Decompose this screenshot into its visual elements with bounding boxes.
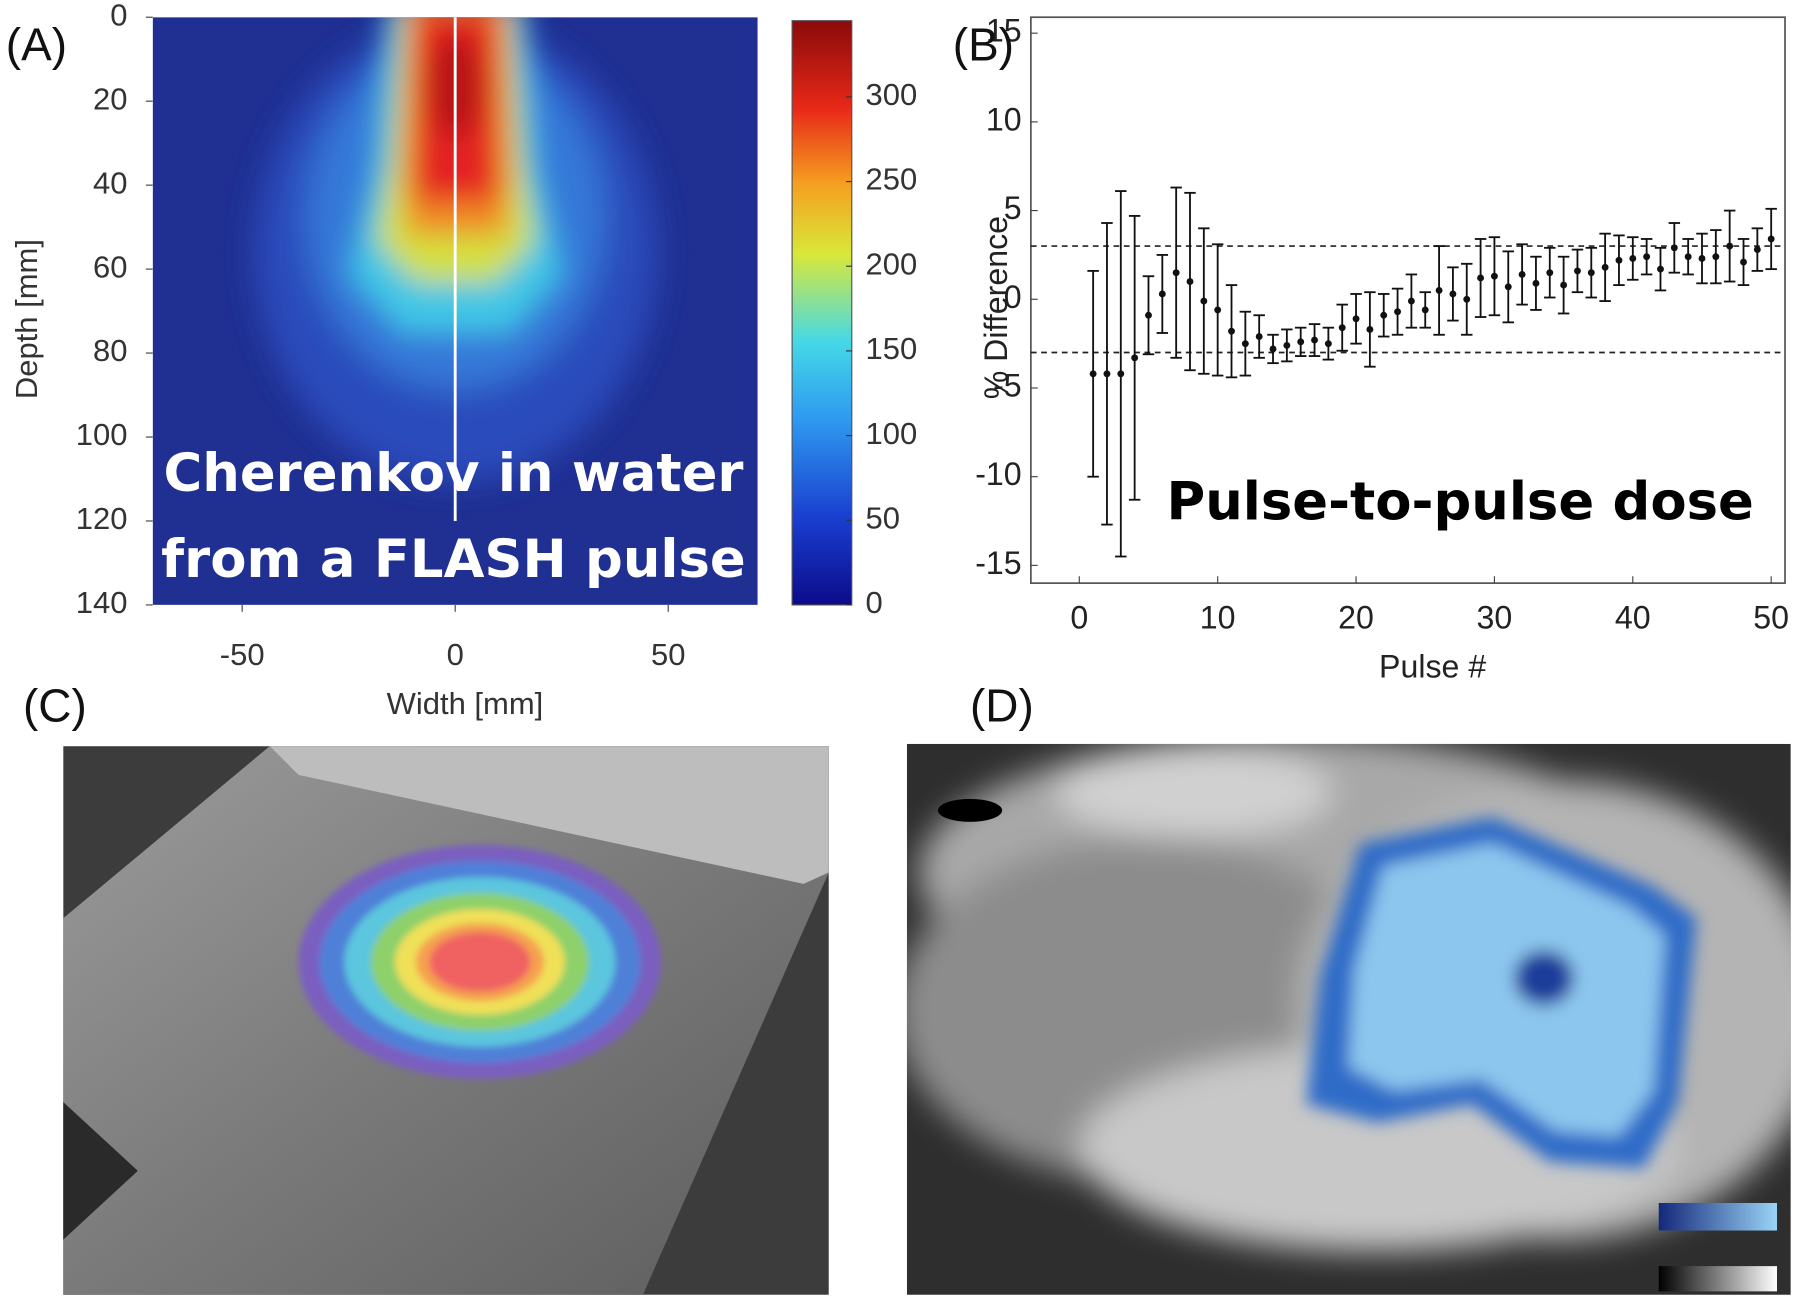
photo-patient [906,743,1791,1295]
x-tick-label: 0 [447,637,464,672]
data-point [1518,271,1526,278]
data-point [1629,255,1637,262]
y-tick-label: 40 [93,165,127,200]
data-point [1366,326,1374,333]
data-point [1587,269,1595,277]
panel-label: (B) [953,18,1014,70]
panel-label: (A) [6,18,67,70]
data-point [1546,269,1554,277]
data-point [1684,253,1692,261]
data-point [1117,370,1125,378]
data-point [1532,279,1540,287]
data-point [1145,311,1152,319]
data-point [1740,258,1747,266]
y-tick-label: 100 [76,417,128,452]
y-tick-label: 15 [986,13,1022,49]
y-tick-label: 140 [76,585,128,620]
colorbar-tick-label: 250 [866,162,918,197]
y-tick-label: 10 [986,101,1022,137]
photo-surface [63,746,829,1295]
colorbar-tick-label: 0 [866,585,883,620]
data-point [1338,324,1346,332]
x-tick-label: 30 [1477,599,1513,635]
y-axis-label: Depth [mm] [9,239,44,399]
x-tick-label: 0 [1070,599,1088,635]
data-point [1560,281,1568,289]
data-point [1435,286,1443,294]
data-point [1449,290,1457,298]
data-point [1131,354,1139,362]
data-point [1670,244,1678,252]
data-point [1698,255,1706,262]
x-tick-label: 40 [1615,599,1651,635]
data-point [1324,340,1332,348]
y-tick-label: 60 [93,249,127,284]
caption-line: from a FLASH pulse [161,529,746,590]
data-point [1407,297,1415,305]
panel-label: (C) [23,680,87,732]
y-tick-label: -5 [993,367,1022,403]
data-point [1283,341,1291,349]
colorbar [791,20,853,606]
x-axis-label: Pulse # [1379,649,1486,685]
data-point [1726,242,1734,250]
data-point [1103,370,1111,378]
data-point [1504,283,1512,291]
data-point [1477,274,1485,282]
y-tick-label: 0 [1004,279,1022,315]
data-point [1269,345,1277,353]
y-tick-label: 0 [110,0,127,32]
colorbar-tick-label: 100 [866,416,918,451]
data-point [1228,327,1235,335]
data-point [1712,253,1720,261]
data-point [1241,340,1249,348]
data-point [1214,306,1222,314]
y-tick-label: 80 [93,333,127,368]
data-point [1380,311,1388,319]
x-tick-label: 50 [651,637,685,672]
data-point [1421,306,1429,314]
y-tick-label: 5 [1004,190,1022,226]
panel-label: (D) [970,680,1034,732]
data-point [1089,370,1097,378]
x-tick-label: 10 [1200,599,1236,635]
data-point [1158,290,1166,298]
data-point [1753,246,1761,254]
x-axis-label: Width [mm] [387,686,544,721]
data-point [1574,267,1581,275]
x-tick-label: 20 [1338,599,1374,635]
data-point [1615,256,1623,264]
y-tick-label: -15 [975,545,1021,581]
data-point [1394,308,1402,316]
x-tick-label: 50 [1753,599,1789,635]
caption-line: Cherenkov in water [164,443,744,504]
plot-frame [1029,16,1786,584]
colorbar-tick-label: 50 [866,500,900,535]
y-tick-label: 120 [76,501,128,536]
y-axis-label: % Difference [978,216,1014,399]
data-point [1643,253,1651,261]
y-tick-label: -10 [975,456,1021,492]
data-point [1172,269,1180,277]
data-point [1657,265,1664,273]
colorbar-tick-label: 300 [866,77,918,112]
data-point [1200,297,1208,305]
data-point [1463,295,1471,303]
data-point [1297,338,1305,346]
data-point [1186,278,1194,285]
x-tick-label: -50 [220,637,265,672]
data-point [1255,333,1263,340]
y-tick-label: 20 [93,81,127,116]
data-point [1352,315,1360,323]
data-point [1490,272,1498,280]
colorbar-tick-label: 200 [866,246,918,281]
colorbar-tick-label: 150 [866,331,918,366]
data-point [1311,336,1318,344]
data-point [1767,235,1775,243]
caption: Pulse-to-pulse dose [1166,472,1753,533]
data-point [1601,263,1609,271]
